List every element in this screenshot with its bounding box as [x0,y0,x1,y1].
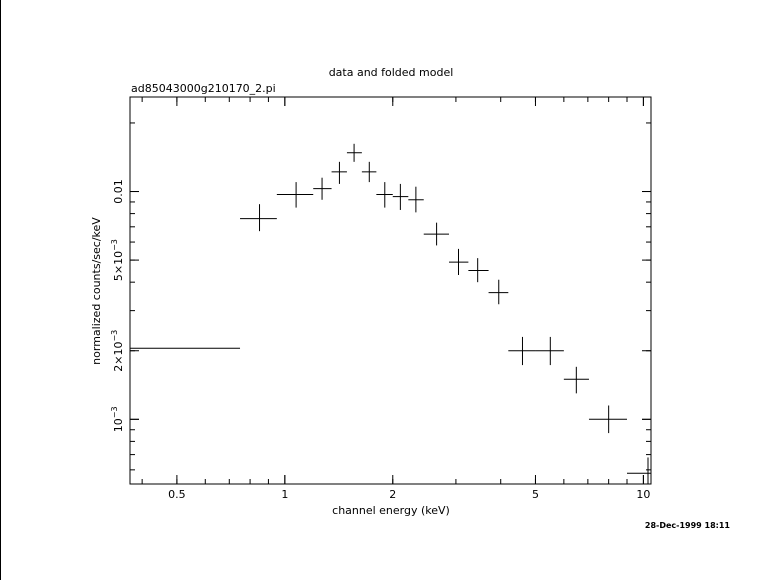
y-tick-mantissa: 5×10 [112,251,125,281]
y-tick-exponent: −3 [110,330,119,342]
chart-title: data and folded model [329,66,454,79]
data-point [392,183,409,210]
y-tick-exponent: −3 [110,406,119,418]
data-point [468,258,489,283]
data-point [449,248,469,276]
data-point [331,161,347,184]
data-point [361,161,377,183]
data-point [313,177,332,200]
minor-ticks [130,97,651,484]
y-tick-label: 2×10−3 [110,330,125,372]
y-tick-mantissa: 10 [112,418,125,432]
y-tick-labels: 0.015×10−32×10−310−3 [110,179,125,432]
y-tick-label: 10−3 [110,406,125,432]
data-point [408,186,424,213]
data-point [240,204,277,232]
major-ticks [130,97,651,484]
data-point [626,457,651,484]
plot-frame [129,96,652,485]
data-point [488,279,509,305]
window-left-border [0,0,1,580]
x-tick-label: 0.5 [168,488,186,501]
chart-subtitle: ad85043000g210170_2.pi [131,82,276,95]
data-point [508,336,536,366]
data-point [588,405,627,434]
x-tick-label: 2 [389,488,396,501]
x-tick-label: 1 [281,488,288,501]
x-tick-labels: 0.5 1 2 5 10 [168,488,650,501]
y-tick-label: 5×10−3 [110,239,125,281]
data-point [346,143,362,162]
x-tick-label: 5 [532,488,539,501]
y-tick-label: 0.01 [112,179,125,204]
data-point [563,366,589,394]
timestamp: 28-Dec-1999 18:11 [645,521,731,530]
y-tick-mantissa: 2×10 [112,342,125,372]
y-axis-label: normalized counts/sec/keV [90,217,103,365]
data-points [129,143,651,484]
data-point [376,182,393,208]
data-point [129,334,241,363]
x-tick-label: 10 [636,488,650,501]
data-point [535,336,564,366]
data-point [276,182,314,208]
x-axis-label: channel energy (keV) [332,504,450,517]
data-point [423,222,450,246]
y-tick-exponent: −3 [110,239,119,251]
